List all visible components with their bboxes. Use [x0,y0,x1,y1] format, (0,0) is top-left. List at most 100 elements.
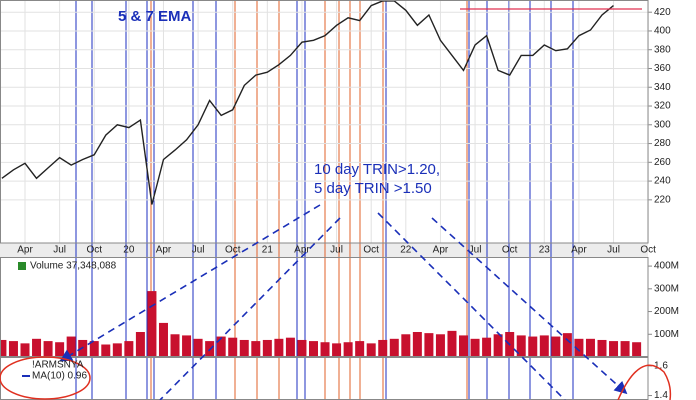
volume-bar [147,291,157,357]
volume-bar [251,341,261,357]
x-tick-label: 20 [123,245,135,256]
highlight-arc [617,364,672,400]
x-tick-label: 21 [262,245,274,256]
volume-bar [216,336,226,357]
volume-bar [632,342,642,357]
x-tick-label: Oct [502,245,518,256]
y-tick-label: 100M [654,329,679,340]
y-tick-label: 240 [654,176,671,187]
annotation: 5 day TRIN >1.50 [314,180,432,197]
volume-bar [447,330,457,357]
volume-bar [274,338,284,357]
volume-bar [343,342,353,357]
x-tick-label: Jul [192,245,205,256]
volume-bar [101,344,111,357]
x-tick-label: Oct [363,245,379,256]
volume-bar [597,339,607,357]
volume-bar [539,335,549,357]
arrows [59,204,628,400]
y-tick-label: 200M [654,306,679,317]
x-tick-label: Jul [607,245,620,256]
volume-bar [193,338,203,357]
volume-bar [20,343,30,357]
volume-bar [435,334,445,357]
volume-bar [424,333,434,357]
volume-bar [124,341,134,357]
volume-bar [551,336,561,357]
x-tick-label: Apr [294,245,310,256]
x-tick-label: 23 [539,245,551,256]
volume-bar [0,339,7,357]
x-tick-label: Jul [469,245,482,256]
x-tick-label: Jul [53,245,66,256]
y-tick-label: 400 [654,26,671,37]
x-tick-label: Apr [433,245,449,256]
y-tick-label: 340 [654,82,671,93]
volume-bar [470,338,480,357]
volume-bar [239,339,249,357]
trin-legend: !ARMSNYA [32,360,84,371]
volume-bar [182,335,192,357]
y-tick-label: 320 [654,101,671,112]
x-axis-strip [0,243,648,257]
plot: 220 240 260 280 300 320 340 360 380 400 420 100M 200… [0,0,679,400]
price-panel [0,0,649,244]
volume-bar [366,343,376,357]
volume-bar [262,339,272,357]
y-tick-label: 420 [654,7,671,18]
volume-bar [55,342,65,357]
y-tick-label: 380 [654,44,671,55]
trin-legend: MA(10) 0.96 [32,371,87,382]
volume-bar [401,334,411,357]
y-tick-label: 400M [654,261,679,272]
volume-panel [0,257,649,357]
y-tick-label: 360 [654,63,671,74]
x-tick-label: 22 [400,245,412,256]
volume-bar [516,335,526,357]
volume-bar [112,343,122,357]
x-tick-label: Apr [156,245,172,256]
volume-bar [389,338,399,357]
volume-bar [89,341,99,357]
volume-bar [8,341,18,357]
annotation: 5 & 7 EMA [118,8,192,25]
volume-bar [378,339,388,357]
x-tick-label: Oct [86,245,102,256]
volume-legend: Volume 37,348,088 [30,261,117,272]
volume-bar [493,334,503,357]
volume-bar [66,336,76,357]
price-line [1,0,614,205]
volume-bar [528,336,538,357]
x-tick-label: Apr [17,245,33,256]
legend-swatch [18,262,26,270]
volume-bar [297,339,307,357]
volume-bar [482,337,492,357]
volume-bar [562,333,572,357]
volume-bar [355,341,365,357]
x-tick-label: Oct [640,245,656,256]
y-tick-label: 220 [654,194,671,205]
highlight-ellipse [0,356,91,400]
volume-bar [170,334,180,357]
volume-bar [609,341,619,357]
volume-bar [32,338,42,357]
y-tick-label: 300M [654,283,679,294]
volume-bar [285,337,295,357]
volume-bar [412,332,422,357]
volume-bar [43,341,53,357]
x-tick-label: Jul [330,245,343,256]
x-tick-label: Apr [571,245,587,256]
y-tick-label: 1.4 [654,390,668,400]
volume-bar [585,338,595,357]
volume-bar [228,337,238,357]
volume-bar [158,322,168,357]
y-tick-label: 260 [654,157,671,168]
volume-bar [135,332,145,357]
y-tick-label: 300 [654,119,671,130]
volume-bar [320,342,330,357]
x-tick-label: Oct [225,245,241,256]
annotation: 10 day TRIN>1.20, [314,161,440,178]
volume-bar [459,335,469,357]
volume-bar [332,343,342,357]
